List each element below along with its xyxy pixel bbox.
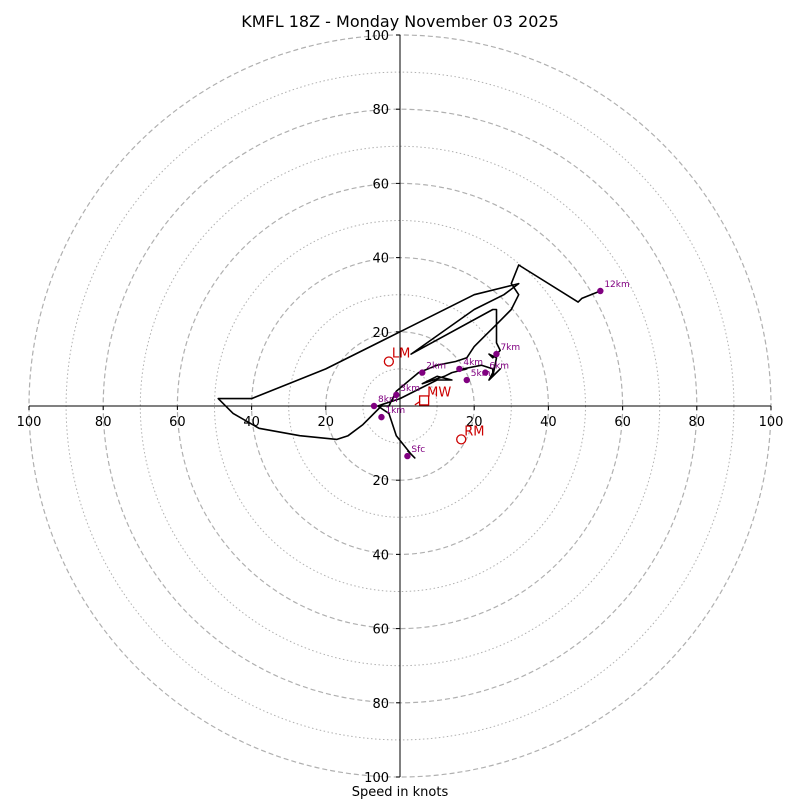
- x-axis-label: Speed in knots: [352, 785, 449, 800]
- height-marker-3km: [393, 391, 400, 399]
- x-tick-label: 80: [95, 415, 112, 430]
- height-marker-4km: [456, 365, 463, 373]
- chart-title: KMFL 18Z - Monday November 03 2025: [241, 12, 559, 31]
- x-tick-label: 80: [689, 415, 706, 430]
- storm-motion-lm-label: LM: [392, 346, 410, 361]
- height-marker-sfc: [404, 452, 411, 460]
- storm-motion-rm-marker: [456, 434, 467, 445]
- storm-motion-rm-label: RM: [464, 424, 484, 439]
- y-tick-label: 40: [372, 252, 389, 267]
- y-tick-label: 20: [372, 326, 389, 341]
- x-tick-label: 60: [614, 415, 631, 430]
- height-label-6km: 6km: [489, 362, 509, 372]
- height-marker-12km: [597, 287, 604, 295]
- hodograph-trace: [217, 264, 601, 459]
- height-marker-5km: [463, 376, 470, 384]
- height-marker-1km: [378, 413, 385, 421]
- x-tick-label: 100: [759, 415, 784, 430]
- height-label-8km: 8km: [378, 395, 398, 405]
- x-tick-label: 40: [540, 415, 557, 430]
- height-marker-6km: [482, 369, 489, 376]
- y-tick-label: 40: [372, 548, 389, 563]
- x-tick-label: 20: [466, 415, 483, 430]
- storm-motion-mw-label: MW: [427, 385, 451, 400]
- height-label-2km: 2km: [426, 362, 446, 372]
- axes: [29, 35, 771, 777]
- y-tick-label: 80: [372, 697, 389, 712]
- y-tick-label: 60: [372, 623, 389, 638]
- storm-motion-lm-marker: [383, 356, 395, 367]
- height-label-5km: 5km: [471, 369, 491, 379]
- height-marker-2km: [419, 369, 426, 376]
- storm-motion-markers: LM RM MW: [383, 346, 484, 445]
- height-label-3km: 3km: [400, 384, 420, 394]
- y-tick-label: 100: [364, 771, 389, 786]
- height-label-12km: 12km: [604, 280, 629, 290]
- height-label-1km: 1km: [385, 406, 405, 416]
- height-label-sfc: Sfc: [411, 445, 425, 455]
- x-tick-label: 60: [169, 415, 186, 430]
- y-tick-label: 80: [372, 103, 389, 118]
- height-marker-8km: [370, 402, 378, 410]
- tick-labels: 100 80 60 40 20 20 40 60 80 100100806040202040608…: [17, 29, 784, 786]
- hodograph-line: [217, 264, 601, 459]
- y-tick-label: 20: [372, 474, 389, 489]
- height-marker-7km: [493, 350, 500, 358]
- y-tick-label: 60: [372, 177, 389, 192]
- height-label-7km: 7km: [500, 343, 520, 353]
- x-tick-label: 20: [318, 415, 335, 430]
- y-tick-label: 100: [364, 29, 389, 44]
- height-label-4km: 4km: [463, 358, 483, 368]
- storm-motion-mw-marker: [418, 395, 430, 406]
- x-tick-label: 100: [17, 415, 42, 430]
